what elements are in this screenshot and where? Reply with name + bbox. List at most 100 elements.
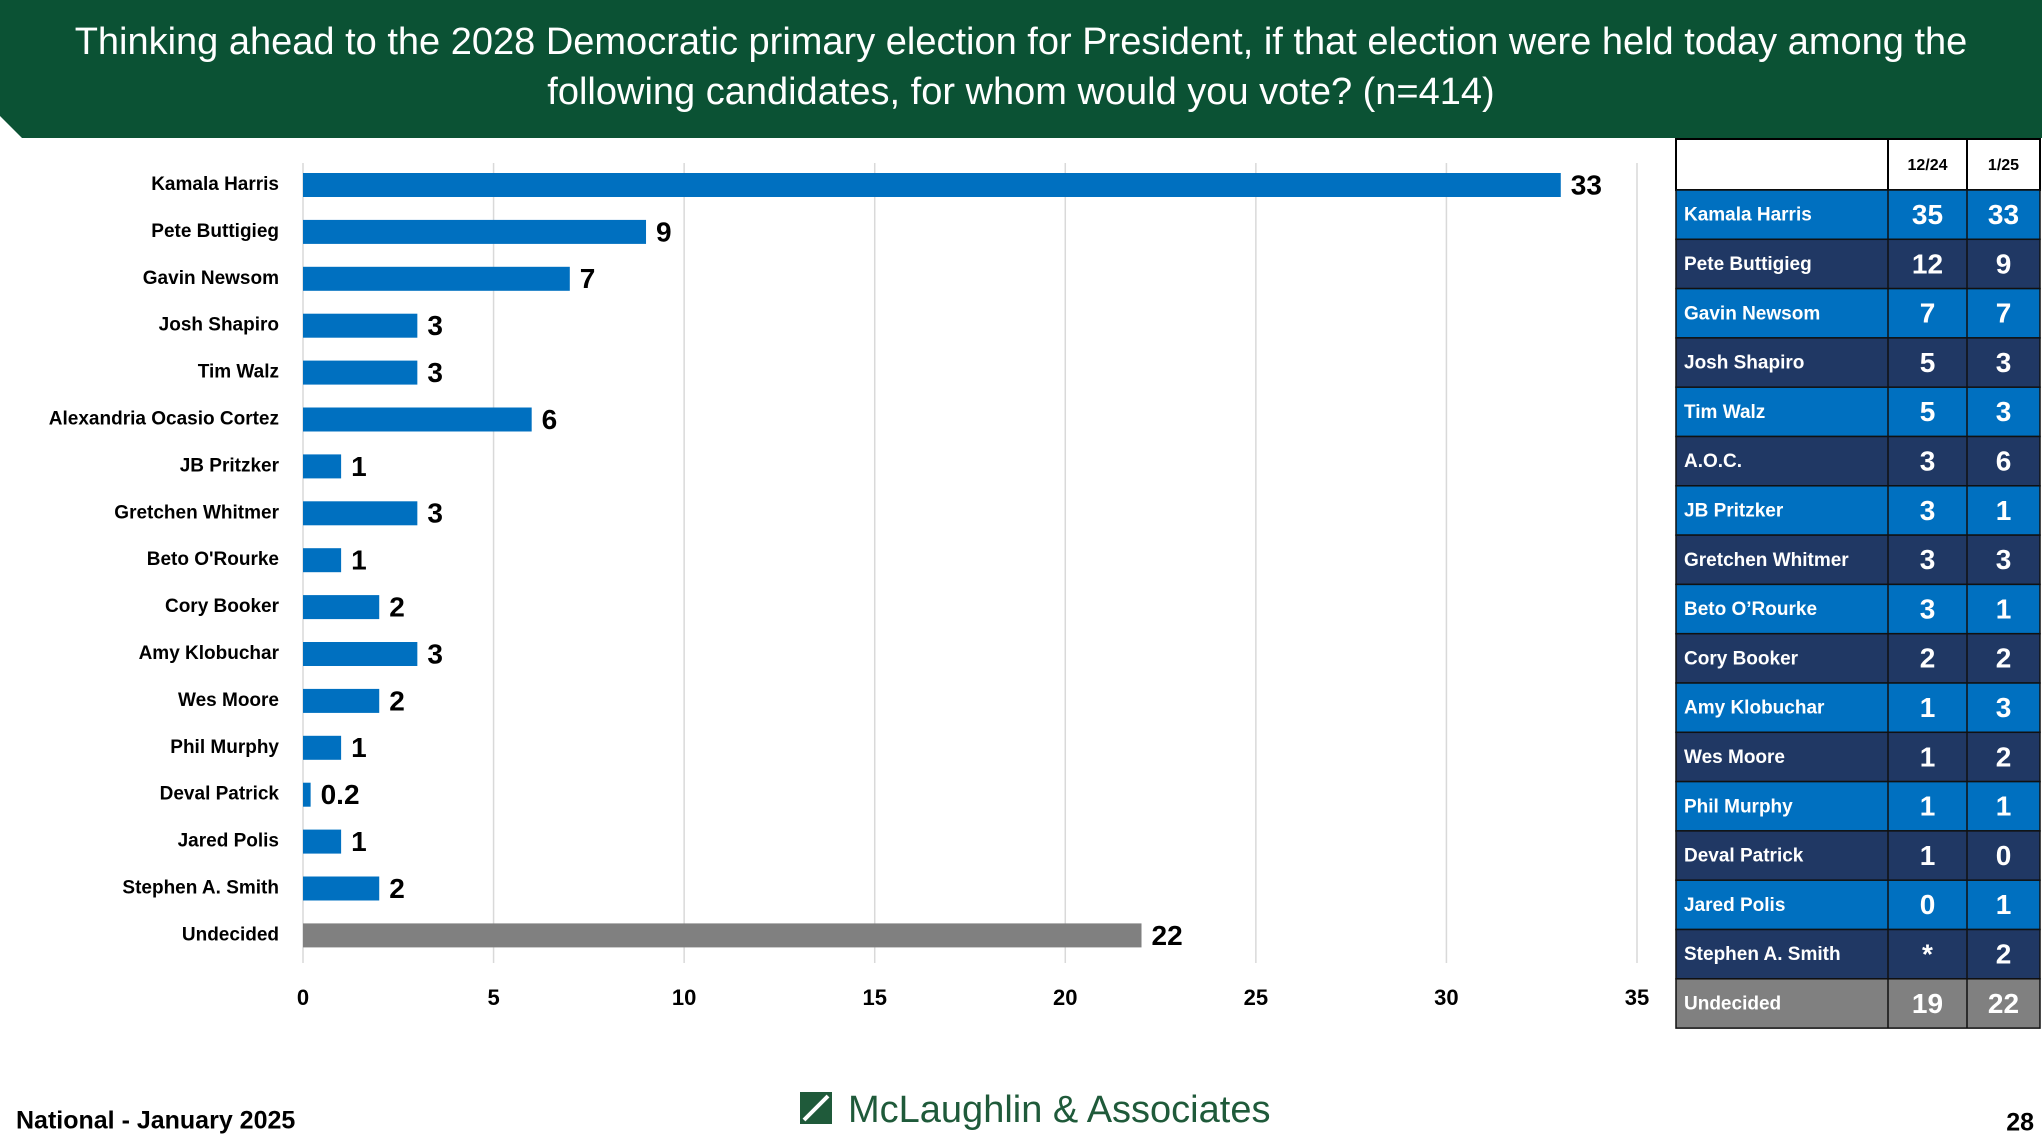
cell-value: 6 (1996, 446, 2012, 477)
y-tick-label: Gretchen Whitmer (114, 502, 279, 523)
table-row (1675, 337, 2041, 388)
cell-value: 12 (1912, 248, 1943, 279)
x-tick-label: 5 (487, 985, 499, 1010)
value-label: 0.2 (321, 779, 360, 810)
cell-value: 3 (1920, 446, 1936, 477)
bar (303, 501, 418, 526)
bar (303, 642, 418, 666)
row-name: Beto O’Rourke (1684, 599, 1817, 620)
table-row (1675, 632, 2041, 684)
x-tick-label: 15 (862, 985, 886, 1010)
bar (303, 688, 380, 713)
cell-value: 2 (1996, 643, 2012, 674)
value-label: 3 (427, 357, 443, 388)
value-label: 22 (1152, 920, 1183, 951)
title-line: following candidates, for whom would you… (547, 71, 1494, 113)
x-tick-label: 0 (297, 985, 309, 1010)
value-label: 33 (1571, 169, 1602, 200)
value-label: 3 (427, 638, 443, 669)
table-row (1675, 189, 2041, 241)
y-tick-label: Stephen A. Smith (122, 878, 279, 899)
row-name: A.O.C. (1684, 451, 1742, 472)
x-tick-label: 10 (672, 985, 696, 1010)
bar (303, 876, 380, 901)
title-line: Thinking ahead to the 2028 Democratic pr… (75, 21, 1968, 63)
bar (303, 923, 1142, 948)
table-row (1675, 583, 2041, 635)
row-name: Pete Buttigieg (1684, 254, 1812, 275)
value-label: 1 (351, 545, 367, 576)
logo-text: McLaughlin & Associates (848, 1089, 1270, 1131)
cell-value: 1 (1996, 791, 2012, 822)
cell-value: 7 (1996, 298, 2012, 329)
cell-value: 3 (1996, 396, 2012, 427)
cell-value: 5 (1920, 396, 1936, 427)
bar (303, 735, 342, 760)
value-label: 1 (351, 732, 367, 763)
x-tick-label: 20 (1053, 985, 1077, 1010)
row-name: JB Pritzker (1684, 500, 1784, 521)
cell-value: 1 (1920, 840, 1936, 871)
cell-value: 2 (1996, 939, 2012, 970)
cell-value: 1 (1996, 495, 2012, 526)
column-header: 12/24 (1907, 157, 1947, 174)
cell-value: 1 (1996, 889, 2012, 920)
row-name: Stephen A. Smith (1684, 944, 1841, 965)
bar (303, 829, 342, 854)
y-tick-label: Phil Murphy (170, 737, 279, 758)
cell-value: 1 (1920, 741, 1936, 772)
x-tick-label: 35 (1625, 985, 1649, 1010)
y-tick-label: Alexandria Ocasio Cortez (49, 409, 279, 430)
y-tick-label: JB Pritzker (180, 455, 280, 476)
table-row (1675, 287, 2041, 339)
y-tick-label: Cory Booker (165, 596, 280, 617)
value-label: 9 (656, 216, 672, 247)
y-tick-label: Kamala Harris (151, 174, 279, 195)
cell-value: * (1922, 939, 1933, 970)
cell-value: 19 (1912, 988, 1943, 1019)
value-label: 6 (542, 404, 558, 435)
value-label: 1 (351, 451, 367, 482)
bar (303, 782, 311, 807)
cell-value: 3 (1996, 692, 2012, 723)
row-name: Phil Murphy (1684, 796, 1793, 817)
value-label: 1 (351, 826, 367, 857)
cell-value: 22 (1988, 988, 2019, 1019)
value-label: 2 (389, 873, 405, 904)
row-name: Tim Walz (1684, 402, 1765, 423)
value-label: 3 (427, 498, 443, 529)
y-tick-label: Gavin Newsom (143, 268, 279, 289)
row-name: Deval Patrick (1684, 846, 1804, 867)
row-name: Josh Shapiro (1684, 353, 1804, 374)
bar (303, 360, 418, 385)
table-row (1675, 682, 2041, 734)
row-name: Wes Moore (1684, 747, 1785, 768)
x-tick-label: 30 (1434, 985, 1458, 1010)
bar (303, 219, 647, 244)
y-tick-label: Wes Moore (178, 690, 279, 711)
row-name: Undecided (1684, 993, 1781, 1014)
cell-value: 3 (1996, 544, 2012, 575)
table-row (1675, 435, 2041, 487)
table-row (1675, 386, 2041, 438)
column-header: 1/25 (1988, 157, 2019, 174)
cell-value: 7 (1920, 298, 1936, 329)
row-name: Gretchen Whitmer (1684, 550, 1849, 571)
table-row (1675, 830, 2041, 881)
header-band (0, 0, 2042, 138)
value-label: 3 (427, 310, 443, 341)
footer-left: National - January 2025 (16, 1107, 295, 1135)
bar (303, 313, 418, 338)
value-label: 2 (389, 685, 405, 716)
row-name: Gavin Newsom (1684, 303, 1820, 324)
cell-value: 3 (1996, 347, 2012, 378)
y-tick-label: Jared Polis (178, 831, 279, 852)
logo-slash (802, 1094, 830, 1122)
row-name: Amy Klobuchar (1684, 698, 1825, 719)
y-tick-label: Deval Patrick (160, 784, 280, 805)
cell-value: 2 (1920, 643, 1936, 674)
bar (303, 595, 380, 620)
